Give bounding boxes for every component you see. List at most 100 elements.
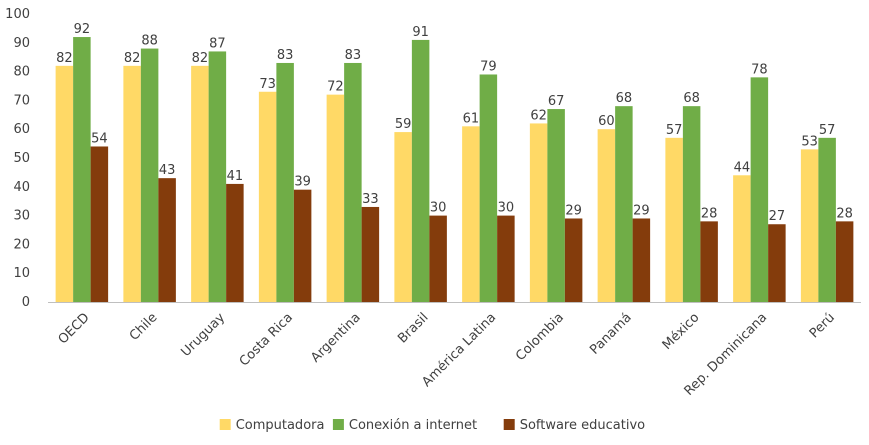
data-label: 29	[565, 203, 582, 218]
bar-conexi-n-a-internet	[615, 106, 633, 302]
legend-label-software-educativo: Software educativo	[520, 418, 645, 433]
data-label: 79	[480, 59, 497, 74]
data-label: 39	[294, 175, 311, 190]
x-category-label: Argentina	[308, 310, 363, 365]
bar-conexi-n-a-internet	[344, 62, 362, 303]
bar-software-educativo	[564, 218, 583, 302]
y-tick-label: 70	[13, 93, 30, 108]
bar-software-educativo	[768, 224, 786, 302]
bar-conexi-n-a-internet	[208, 51, 227, 302]
bar-conexi-n-a-internet	[411, 39, 430, 303]
bar-software-educativo	[700, 221, 718, 302]
bar-software-educativo	[835, 221, 854, 302]
x-category-label: Uruguay	[179, 310, 229, 360]
bar-computadora	[394, 132, 412, 302]
data-label: 53	[801, 134, 818, 149]
bar-computadora	[55, 65, 74, 302]
y-tick-label: 0	[22, 295, 30, 310]
data-label: 82	[124, 51, 141, 66]
legend: Computadora Conexión a internet Software e…	[219, 418, 645, 433]
bar-computadora	[665, 137, 683, 302]
data-label: 73	[259, 77, 276, 92]
bar-software-educativo	[90, 146, 109, 302]
bar-conexi-n-a-internet	[140, 48, 159, 303]
data-label: 82	[56, 51, 73, 66]
data-label: 82	[192, 51, 209, 66]
data-label: 28	[836, 206, 853, 221]
data-label: 78	[751, 62, 768, 77]
x-category-label: Costa Rica	[237, 310, 296, 369]
data-label: 68	[616, 91, 633, 106]
bar-conexi-n-a-internet	[682, 106, 701, 302]
y-tick-label: 90	[13, 36, 30, 51]
y-tick-label: 10	[13, 266, 30, 281]
data-label: 57	[666, 123, 683, 138]
x-category-label: Brasil	[395, 310, 431, 346]
y-tick-label: 80	[13, 65, 30, 80]
x-category-label: OECD	[56, 310, 93, 347]
bar-software-educativo	[429, 215, 447, 302]
bar-conexi-n-a-internet	[73, 37, 91, 302]
bar-computadora	[800, 149, 819, 302]
data-label: 54	[91, 131, 108, 146]
y-tick-label: 100	[5, 7, 30, 22]
y-tick-label: 60	[13, 122, 30, 137]
data-label: 29	[633, 203, 650, 218]
data-label: 72	[327, 80, 344, 95]
bar-computadora	[597, 129, 616, 302]
data-label: 87	[209, 36, 226, 51]
data-label: 59	[395, 117, 412, 132]
data-label: 88	[141, 34, 158, 49]
legend-label-conexi-n-a-internet: Conexión a internet	[349, 418, 477, 433]
bar-software-educativo	[632, 218, 651, 302]
legend-label-computadora: Computadora	[236, 418, 325, 433]
data-label: 91	[412, 25, 429, 40]
data-label: 60	[598, 114, 615, 129]
data-label: 28	[701, 206, 718, 221]
bar-computadora	[258, 91, 277, 302]
bar-conexi-n-a-internet	[547, 109, 565, 302]
bar-software-educativo	[226, 183, 244, 302]
legend-swatch-conexi-n-a-internet	[332, 419, 344, 430]
data-labels: 8292548288438287417383397283335991306179…	[56, 22, 853, 224]
data-label: 83	[345, 48, 362, 63]
legend-swatch-software-educativo	[503, 419, 515, 430]
data-label: 67	[548, 94, 565, 109]
data-label: 43	[159, 163, 176, 178]
x-category-label: Panamá	[587, 310, 634, 357]
bar-computadora	[326, 94, 345, 302]
bar-conexi-n-a-internet	[818, 137, 836, 302]
bar-software-educativo	[497, 215, 515, 302]
bar-computadora	[529, 123, 548, 302]
y-tick-label: 30	[13, 209, 30, 224]
bar-computadora	[123, 65, 141, 302]
bar-conexi-n-a-internet	[479, 74, 498, 302]
y-tick-label: 40	[13, 180, 30, 195]
data-label: 83	[277, 48, 294, 63]
x-category-label: Chile	[127, 310, 161, 344]
bar-conexi-n-a-internet	[750, 77, 769, 302]
category-labels: OECD Chile Uruguay Costa Rica Argentina Brasi…	[56, 310, 838, 399]
data-label: 92	[74, 22, 91, 37]
data-label: 30	[430, 201, 447, 216]
x-category-label: México	[660, 310, 703, 353]
y-tick-label: 50	[13, 151, 30, 166]
data-label: 44	[734, 160, 751, 175]
x-category-label: Colombia	[513, 310, 567, 364]
legend-swatch-computadora	[219, 419, 231, 430]
bar-computadora	[733, 175, 751, 302]
data-label: 27	[769, 209, 786, 224]
data-label: 33	[362, 192, 379, 207]
bar-software-educativo	[293, 189, 312, 302]
data-label: 61	[463, 111, 480, 126]
data-label: 41	[227, 169, 244, 184]
bar-computadora	[191, 65, 209, 302]
bars	[55, 37, 854, 303]
x-category-label: Perú	[807, 310, 838, 341]
y-axis: 0 10 20 30 40 50 60 70 80 90 100	[5, 7, 30, 310]
x-category-label: América Latina	[419, 310, 499, 390]
bar-software-educativo	[361, 206, 380, 302]
bar-computadora	[462, 126, 480, 302]
y-tick-label: 20	[13, 237, 30, 252]
